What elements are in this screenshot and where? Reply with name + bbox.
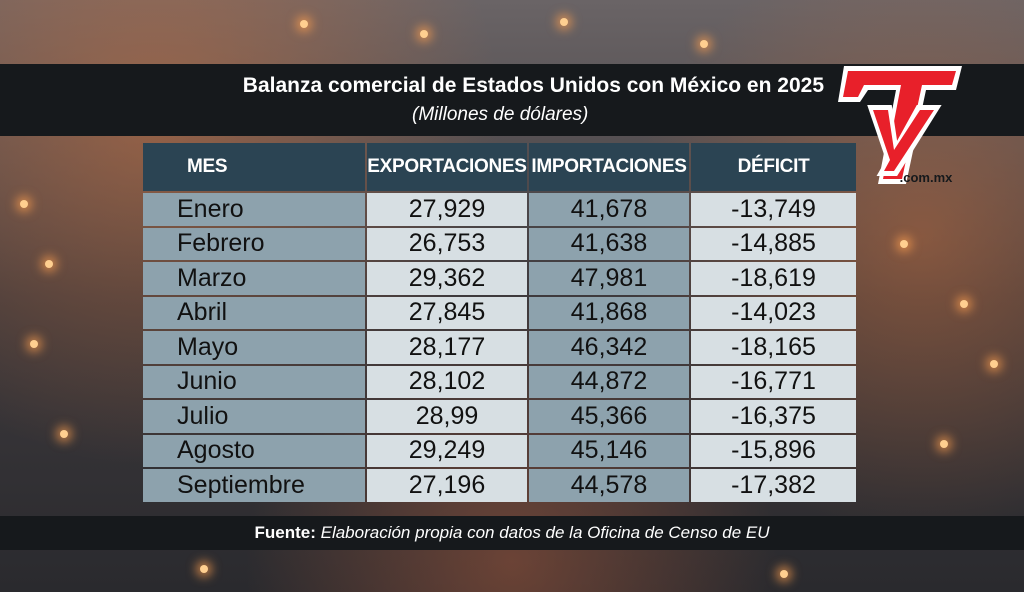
cell-exports: 27,845 [367, 296, 527, 329]
cell-imports: 41,678 [529, 193, 689, 226]
cell-month: Agosto [143, 434, 365, 467]
cell-imports: 46,342 [529, 331, 689, 364]
col-header-deficit: DÉFICIT [691, 143, 856, 191]
cell-month: Abril [143, 296, 365, 329]
cell-exports: 29,249 [367, 434, 527, 467]
cell-exports: 29,362 [367, 262, 527, 295]
col-header-mes: MES [143, 143, 365, 191]
cell-deficit: -17,382 [691, 469, 856, 502]
col-header-exportaciones: EXPORTACIONES [367, 143, 527, 191]
source-footer: Fuente: Elaboración propia con datos de … [0, 516, 1024, 550]
cell-exports: 28,177 [367, 331, 527, 364]
table-row: Marzo 29,362 47,981 -18,619 [143, 262, 856, 295]
table-row: Julio 28,99 45,366 -16,375 [143, 400, 856, 433]
cell-month: Julio [143, 400, 365, 433]
cell-imports: 44,578 [529, 469, 689, 502]
cell-imports: 44,872 [529, 365, 689, 398]
table-row: Febrero 26,753 41,638 -14,885 [143, 227, 856, 260]
cell-month: Marzo [143, 262, 365, 295]
cell-month: Junio [143, 365, 365, 398]
cell-imports: 41,868 [529, 296, 689, 329]
cell-exports: 28,99 [367, 400, 527, 433]
cell-deficit: -14,885 [691, 227, 856, 260]
table-row: Junio 28,102 44,872 -16,771 [143, 365, 856, 398]
page-subtitle: (Millones de dólares) [412, 104, 589, 125]
cell-deficit: -16,375 [691, 400, 856, 433]
trade-balance-table: MES EXPORTACIONES IMPORTACIONES DÉFICIT … [141, 141, 858, 504]
cell-month: Mayo [143, 331, 365, 364]
table-row: Septiembre 27,196 44,578 -17,382 [143, 469, 856, 502]
cell-month: Enero [143, 193, 365, 226]
logo-domain: .com.mx [900, 170, 954, 185]
cell-exports: 26,753 [367, 227, 527, 260]
cell-deficit: -18,619 [691, 262, 856, 295]
cell-imports: 41,638 [529, 227, 689, 260]
cell-deficit: -14,023 [691, 296, 856, 329]
source-text: Elaboración propia con datos de la Ofici… [320, 523, 770, 542]
cell-imports: 47,981 [529, 262, 689, 295]
cell-exports: 28,102 [367, 365, 527, 398]
cell-imports: 45,366 [529, 400, 689, 433]
cell-exports: 27,929 [367, 193, 527, 226]
cell-exports: 27,196 [367, 469, 527, 502]
table-row: Mayo 28,177 46,342 -18,165 [143, 331, 856, 364]
cell-deficit: -18,165 [691, 331, 856, 364]
table-row: Abril 27,845 41,868 -14,023 [143, 296, 856, 329]
col-header-importaciones: IMPORTACIONES [529, 143, 689, 191]
cell-month: Febrero [143, 227, 365, 260]
cell-deficit: -16,771 [691, 365, 856, 398]
cell-deficit: -15,896 [691, 434, 856, 467]
table-row: Agosto 29,249 45,146 -15,896 [143, 434, 856, 467]
cell-imports: 45,146 [529, 434, 689, 467]
cell-month: Septiembre [143, 469, 365, 502]
tyt-logo: .com.mx [838, 66, 962, 185]
cell-deficit: -13,749 [691, 193, 856, 226]
source-label: Fuente: [254, 523, 316, 542]
table-row: Enero 27,929 41,678 -13,749 [143, 193, 856, 226]
page-title: Balanza comercial de Estados Unidos con … [242, 74, 824, 97]
table-header-row: MES EXPORTACIONES IMPORTACIONES DÉFICIT [143, 143, 856, 191]
